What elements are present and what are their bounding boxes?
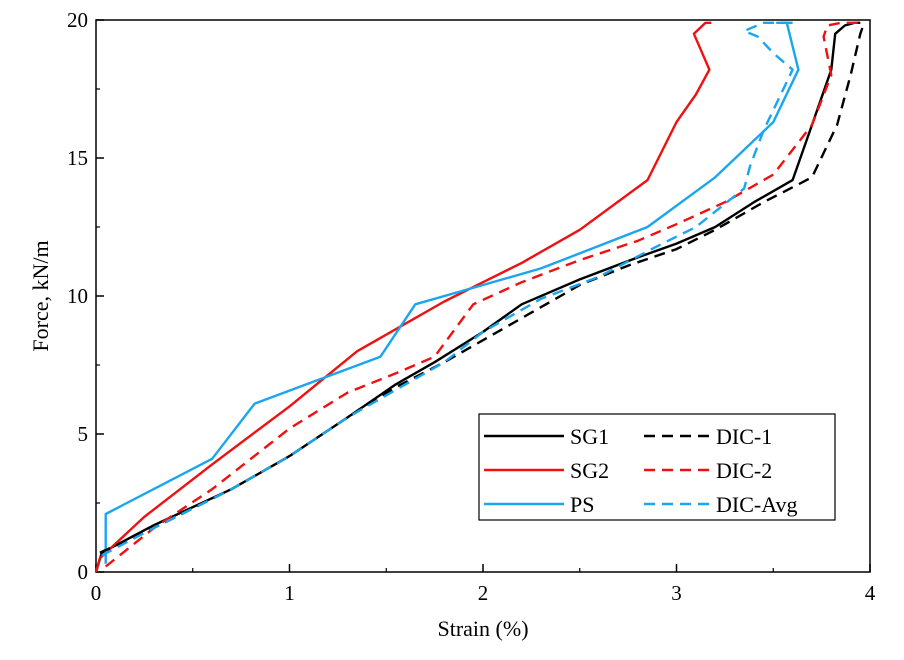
x-tick-label: 2 [478,581,489,605]
series-line-dic-avg [101,21,794,557]
legend: SG1 DIC-1 SG2 DIC-2 PS DIC-Avg [478,413,836,521]
legend-box [478,413,836,521]
legend-label-dic-1: DIC-1 [716,424,772,449]
x-tick-label: 0 [91,581,102,605]
y-tick-label: 15 [67,146,88,170]
x-tick-label: 4 [865,581,876,605]
x-tick-label: 1 [284,581,295,605]
y-tick-label: 5 [78,422,89,446]
series-lines [94,21,866,573]
legend-label-sg1: SG1 [570,424,609,449]
y-tick-label: 0 [78,560,89,584]
x-axis-title: Strain (%) [437,616,528,641]
series-line-dic-2 [104,21,861,568]
legend-label-ps: PS [570,492,594,517]
series-line-sg2 [94,21,712,573]
y-axis-title: Force, kN/m [28,240,53,351]
x-tick-label: 3 [671,581,682,605]
legend-label-dic-avg: DIC-Avg [716,492,797,517]
series-line-sg1 [94,21,861,573]
legend-label-sg2: SG2 [570,458,609,483]
y-tick-label: 20 [67,8,88,32]
y-tick-label: 10 [67,284,88,308]
legend-label-dic-2: DIC-2 [716,458,772,483]
ticks: 0 1 2 3 4 0 5 10 15 20 [67,8,876,605]
axis-labels: Strain (%) Force, kN/m [28,240,529,641]
